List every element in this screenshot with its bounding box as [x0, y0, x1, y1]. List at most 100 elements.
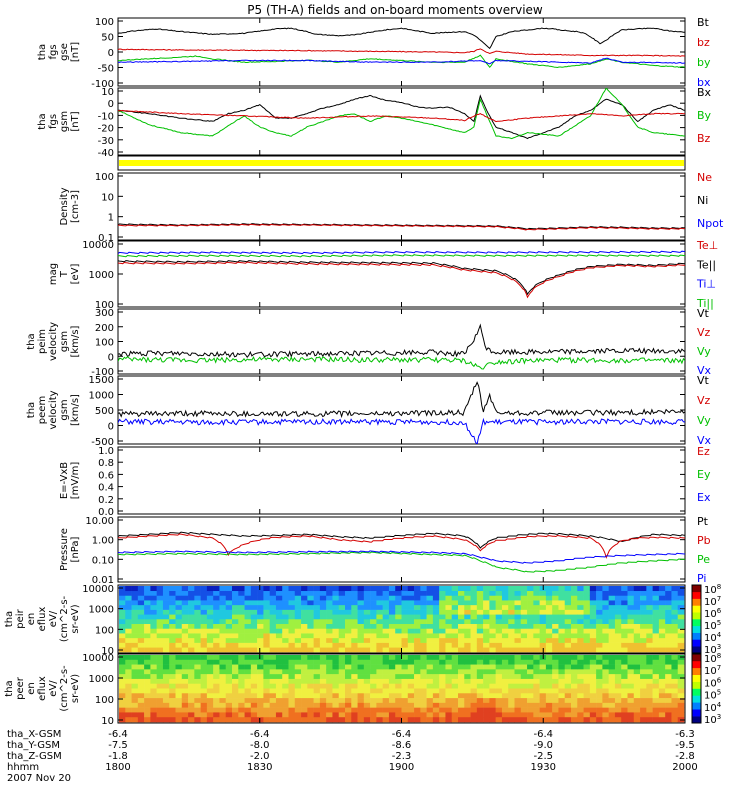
heatmap-cell — [407, 712, 415, 718]
heatmap-cell — [545, 628, 553, 634]
heatmap-cell — [445, 590, 453, 596]
heatmap-cell — [501, 659, 509, 665]
heatmap-cell — [175, 693, 183, 699]
heatmap-cell — [652, 619, 660, 625]
heatmap-cell — [552, 707, 559, 713]
heatmap-cell — [250, 586, 258, 592]
heatmap-cell — [213, 698, 220, 704]
heatmap-cell — [420, 674, 427, 680]
y-axis-label: [mV/m] — [70, 462, 81, 500]
heatmap-cell — [169, 664, 176, 670]
heatmap-cell — [125, 664, 132, 670]
heatmap-cell — [539, 688, 547, 694]
heatmap-cell — [370, 659, 377, 665]
heatmap-cell — [301, 586, 308, 592]
heatmap-cell — [319, 642, 327, 648]
heatmap-cell — [451, 664, 459, 670]
heatmap-cell — [407, 678, 415, 685]
heatmap-cell — [665, 698, 672, 704]
heatmap-cell — [200, 628, 208, 634]
heatmap-cell — [658, 609, 666, 615]
heatmap-cell — [677, 669, 685, 675]
heatmap-cell — [677, 614, 685, 620]
heatmap-cell — [319, 595, 327, 601]
heatmap-cell — [219, 688, 227, 694]
heatmap-cell — [552, 659, 559, 665]
heatmap-cell — [627, 712, 635, 718]
heatmap-cell — [483, 614, 490, 620]
heatmap-cell — [495, 664, 503, 670]
heatmap-cell — [313, 707, 321, 713]
heatmap-cell — [282, 604, 289, 610]
heatmap-cell — [564, 683, 572, 689]
heatmap-cell — [602, 590, 609, 596]
heatmap-cell — [119, 683, 126, 689]
heatmap-cell — [470, 633, 478, 639]
heatmap-cell — [583, 633, 591, 639]
heatmap-cell — [483, 707, 490, 713]
heatmap-cell — [357, 637, 365, 643]
heatmap-cell — [131, 586, 139, 592]
heatmap-cell — [652, 633, 660, 639]
heatmap-cell — [188, 655, 195, 661]
heatmap-cell — [539, 642, 547, 648]
y-axis-label: tha — [37, 113, 48, 129]
heatmap-cell — [269, 637, 277, 643]
heatmap-cell — [194, 683, 201, 689]
heatmap-cell — [677, 642, 685, 648]
heatmap-cell — [476, 698, 484, 704]
heatmap-cell — [363, 655, 371, 661]
heatmap-cell — [181, 702, 189, 708]
heatmap-cell — [401, 702, 409, 708]
heatmap-cell — [608, 683, 616, 689]
heatmap-cell — [658, 674, 666, 680]
heatmap-cell — [439, 659, 446, 665]
heatmap-cell — [363, 586, 371, 592]
heatmap-cell — [395, 659, 402, 665]
heatmap-cell — [677, 609, 685, 615]
heatmap-cell — [627, 604, 635, 610]
heatmap-cell — [194, 586, 201, 592]
heatmap-cell — [483, 586, 490, 592]
heatmap-cell — [238, 683, 245, 689]
heatmap-cell — [395, 637, 402, 643]
heatmap-cell — [194, 707, 201, 713]
heatmap-cell — [370, 664, 377, 670]
heatmap-cell — [200, 678, 208, 685]
heatmap-cell — [200, 659, 208, 665]
heatmap-cell — [533, 678, 540, 685]
heatmap-cell — [501, 623, 509, 629]
heatmap-cell — [225, 655, 233, 661]
heatmap-cell — [658, 664, 666, 670]
heatmap-cell — [533, 614, 540, 620]
colorbar-swatch — [692, 688, 701, 696]
heatmap-cell — [646, 717, 653, 723]
heatmap-cell — [602, 664, 609, 670]
legend-bx: Bx — [697, 86, 712, 99]
heatmap-cell — [363, 642, 371, 648]
heatmap-cell — [439, 628, 446, 634]
heatmap-cell — [357, 669, 365, 675]
heatmap-cell — [602, 678, 609, 685]
heatmap-cell — [162, 647, 170, 653]
heatmap-cell — [338, 595, 346, 601]
heatmap-cell — [282, 623, 289, 629]
heatmap-cell — [338, 590, 346, 596]
heatmap-cell — [288, 619, 296, 625]
heatmap-cell — [439, 678, 446, 685]
heatmap-cell — [313, 683, 321, 689]
heatmap-cell — [156, 647, 164, 653]
heatmap-cell — [577, 609, 584, 615]
heatmap-cell — [596, 619, 603, 625]
heatmap-cell — [206, 623, 214, 629]
heatmap-cell — [432, 707, 440, 713]
heatmap-cell — [194, 698, 201, 704]
heatmap-cell — [294, 619, 302, 625]
heatmap-cell — [564, 712, 572, 718]
heatmap-cell — [426, 637, 434, 643]
heatmap-cell — [206, 600, 214, 606]
heatmap-cell — [677, 683, 685, 689]
heatmap-cell — [545, 642, 553, 648]
heatmap-cell — [376, 637, 383, 643]
